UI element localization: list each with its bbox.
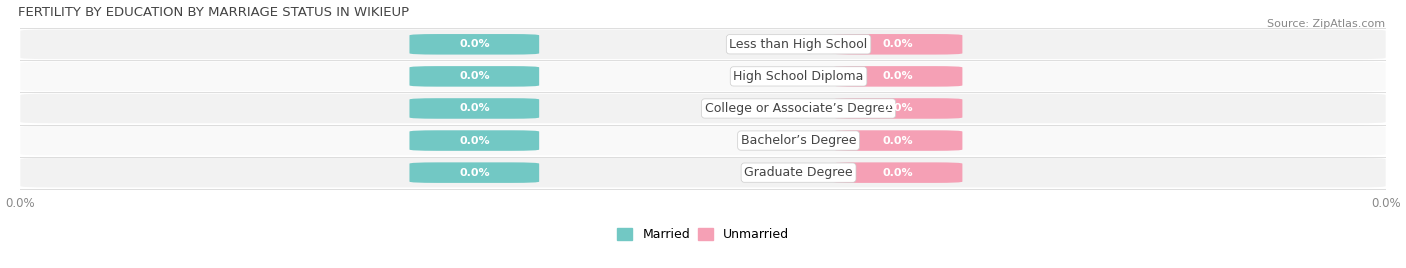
Text: College or Associate’s Degree: College or Associate’s Degree [704, 102, 893, 115]
Text: 0.0%: 0.0% [458, 39, 489, 49]
FancyBboxPatch shape [20, 29, 1386, 59]
FancyBboxPatch shape [832, 162, 962, 183]
Text: 0.0%: 0.0% [458, 71, 489, 81]
FancyBboxPatch shape [409, 34, 538, 55]
Text: 0.0%: 0.0% [882, 136, 912, 146]
FancyBboxPatch shape [409, 130, 538, 151]
Text: 0.0%: 0.0% [882, 71, 912, 81]
Text: 0.0%: 0.0% [882, 103, 912, 113]
Text: 0.0%: 0.0% [882, 39, 912, 49]
Text: High School Diploma: High School Diploma [734, 70, 863, 83]
Text: Bachelor’s Degree: Bachelor’s Degree [741, 134, 856, 147]
Text: FERTILITY BY EDUCATION BY MARRIAGE STATUS IN WIKIEUP: FERTILITY BY EDUCATION BY MARRIAGE STATU… [18, 6, 409, 18]
FancyBboxPatch shape [20, 94, 1386, 123]
Text: Graduate Degree: Graduate Degree [744, 166, 853, 179]
Text: Less than High School: Less than High School [730, 38, 868, 51]
Legend: Married, Unmarried: Married, Unmarried [612, 223, 794, 246]
FancyBboxPatch shape [832, 66, 962, 87]
FancyBboxPatch shape [832, 98, 962, 119]
Text: 0.0%: 0.0% [882, 168, 912, 178]
FancyBboxPatch shape [409, 162, 538, 183]
Text: 0.0%: 0.0% [458, 136, 489, 146]
Text: Source: ZipAtlas.com: Source: ZipAtlas.com [1267, 19, 1385, 29]
FancyBboxPatch shape [832, 130, 962, 151]
FancyBboxPatch shape [20, 158, 1386, 187]
FancyBboxPatch shape [20, 62, 1386, 91]
Text: 0.0%: 0.0% [458, 103, 489, 113]
FancyBboxPatch shape [409, 98, 538, 119]
FancyBboxPatch shape [832, 34, 962, 55]
FancyBboxPatch shape [409, 66, 538, 87]
FancyBboxPatch shape [20, 126, 1386, 155]
Text: 0.0%: 0.0% [458, 168, 489, 178]
